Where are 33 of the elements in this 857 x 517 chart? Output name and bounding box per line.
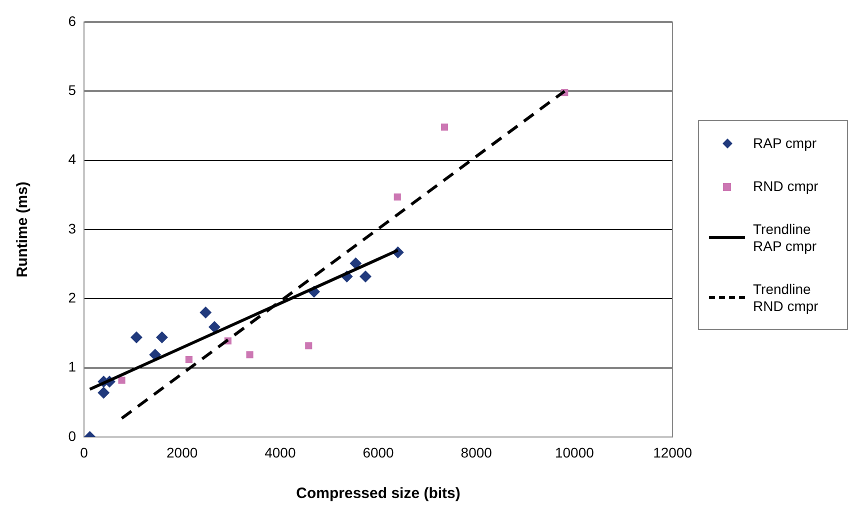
legend-label: Trendline RND cmpr [753, 281, 820, 315]
y-tick-label: 0 [68, 428, 76, 444]
y-tick-label: 5 [68, 82, 76, 98]
y-tick-label: 1 [68, 358, 76, 375]
point [440, 124, 448, 131]
y-tick-label: 3 [68, 220, 76, 236]
point [394, 193, 401, 201]
x-tick-label: 6000 [362, 444, 394, 460]
point [130, 331, 142, 344]
x-tick-label: 4000 [264, 444, 296, 460]
point [305, 342, 312, 350]
y-tick-label: 2 [68, 290, 76, 306]
legend-label: RND cmpr [753, 178, 820, 195]
point [246, 351, 254, 358]
point [208, 321, 220, 334]
y-tick-label: 6 [68, 12, 76, 29]
legend-label: Trendline RAP cmpr [753, 221, 818, 255]
point [200, 306, 212, 318]
legend-label: RAP cmpr [753, 135, 818, 152]
x-tick-label: 2000 [166, 444, 198, 460]
y-tick-label: 4 [68, 151, 76, 168]
point [156, 331, 168, 344]
y-axis-title: Runtime (ms) [14, 182, 32, 278]
point [98, 386, 110, 399]
point [118, 376, 126, 384]
x-tick-label: 0 [80, 444, 88, 460]
point [185, 356, 192, 364]
x-tick-label: 8000 [460, 444, 492, 460]
point [350, 257, 362, 270]
point [360, 270, 372, 283]
x-tick-label: 12000 [653, 444, 692, 460]
x-tick-label: 10000 [554, 444, 594, 460]
x-axis-title: Compressed size (bits) [296, 485, 460, 502]
